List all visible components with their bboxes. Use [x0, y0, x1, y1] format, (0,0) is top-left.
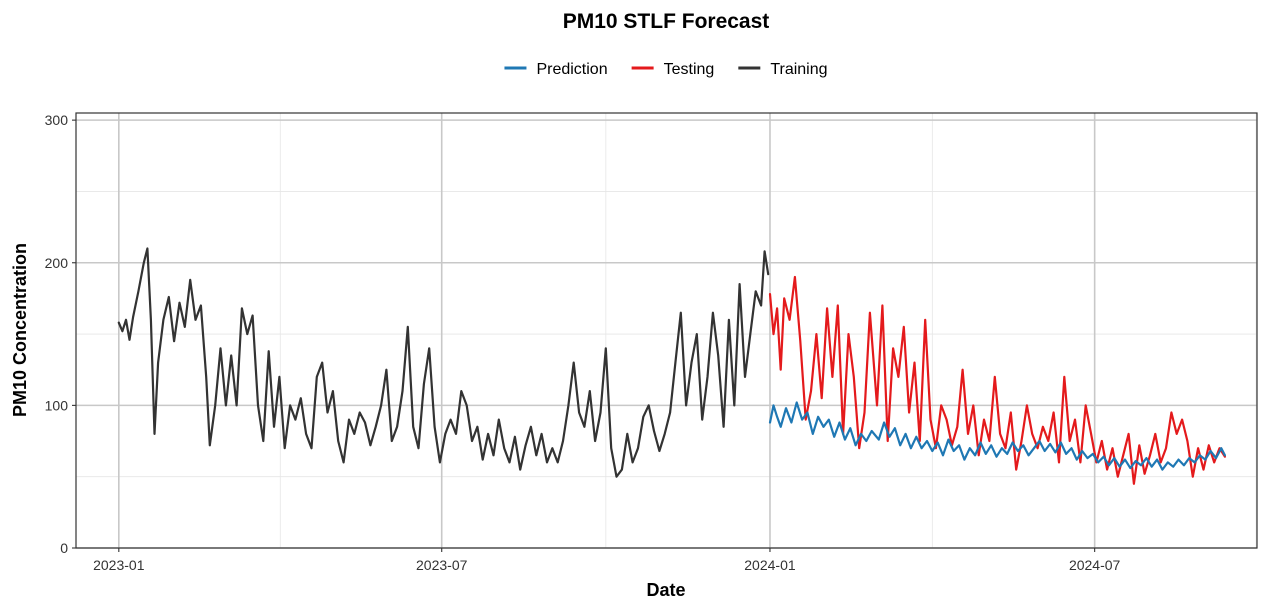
x-axis-ticks: 2023-01 2023-07 2024-01 2024-07	[93, 548, 1121, 573]
x-tick-label: 2024-07	[1069, 557, 1121, 573]
y-tick-label: 300	[45, 112, 69, 128]
y-tick-label: 100	[45, 397, 69, 413]
y-axis-ticks: 0 100 200 300	[45, 112, 76, 556]
legend: Prediction Testing Training	[504, 61, 828, 78]
y-tick-label: 0	[60, 540, 68, 556]
legend-item-prediction: Prediction	[504, 61, 608, 78]
chart-title: PM10 STLF Forecast	[563, 10, 770, 33]
legend-item-testing: Testing	[631, 61, 715, 78]
plot-area	[76, 113, 1257, 548]
legend-label-testing: Testing	[664, 61, 715, 78]
x-tick-label: 2024-01	[744, 557, 796, 573]
series-line-training	[117, 247, 770, 478]
x-tick-label: 2023-07	[416, 557, 468, 573]
y-axis-title: PM10 Concentration	[10, 243, 30, 417]
legend-item-training: Training	[738, 61, 828, 78]
y-tick-label: 200	[45, 255, 69, 271]
x-tick-label: 2023-01	[93, 557, 145, 573]
series-layer	[117, 247, 1226, 485]
series-line-prediction	[768, 401, 1226, 471]
x-axis-title: Date	[646, 580, 685, 600]
plot-background	[76, 113, 1257, 548]
legend-label-prediction: Prediction	[536, 61, 607, 78]
plot-border	[75, 112, 1258, 549]
legend-label-training: Training	[770, 61, 827, 78]
